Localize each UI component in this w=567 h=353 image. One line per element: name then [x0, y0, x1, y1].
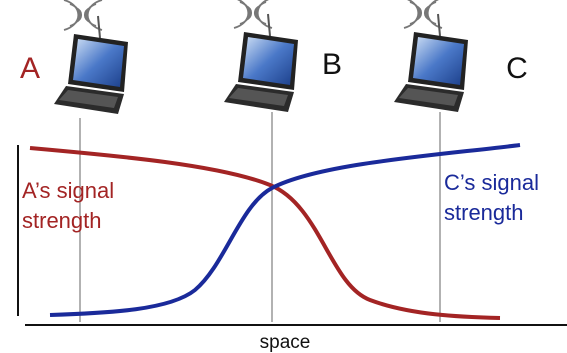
- node-label: B: [322, 48, 342, 81]
- axis-label: space: [260, 332, 311, 353]
- annotation: strength: [22, 208, 102, 233]
- annotation: C’s signal: [444, 170, 539, 195]
- annotation: A’s signal: [22, 178, 114, 203]
- node-label: C: [506, 52, 528, 85]
- signal-curve-c: [49, 143, 521, 317]
- laptop-a: [53, 0, 129, 115]
- laptop-b: [223, 0, 299, 113]
- signal-curve-a: [29, 146, 501, 320]
- annotation: strength: [444, 200, 524, 225]
- node-label: A: [20, 52, 40, 85]
- laptop-c: [393, 0, 469, 113]
